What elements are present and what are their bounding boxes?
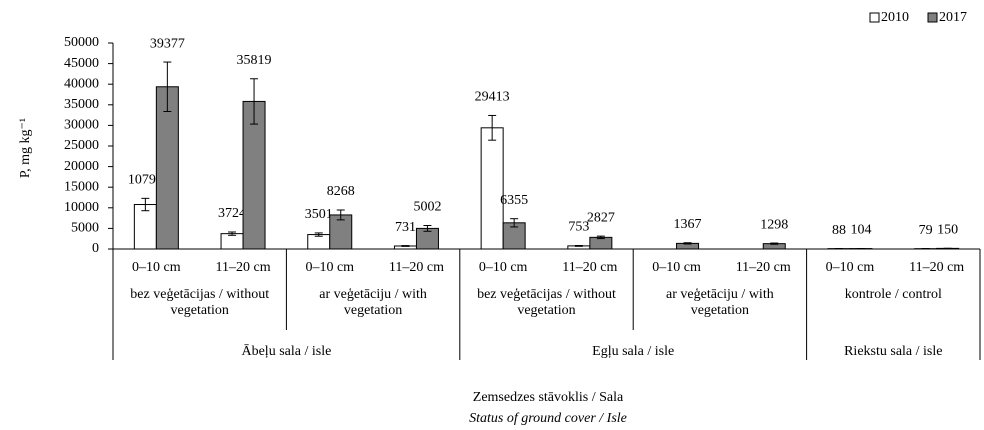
isle-label: Riekstu sala / isle: [844, 344, 942, 359]
x-tick-label: 11–20 cm: [562, 260, 617, 275]
y-tick-label: 25000: [64, 138, 99, 153]
x-axis-label: Zemsedzes stāvoklis / Sala: [473, 390, 624, 405]
data-label: 3724: [218, 206, 246, 221]
x-axis-label: Status of ground cover / Isle: [469, 411, 627, 426]
data-label: 5002: [413, 200, 441, 215]
y-tick-label: 20000: [64, 159, 99, 174]
y-tick-label: 45000: [64, 56, 99, 71]
y-tick-label: 40000: [64, 76, 99, 91]
data-label: 8268: [327, 184, 355, 199]
group-label: bez veģetācijas / without vegetation: [477, 287, 616, 318]
group-label: bez veģetācijas / without vegetation: [130, 287, 270, 318]
x-tick-label: 0–10 cm: [305, 260, 354, 275]
legend-label: 2017: [939, 10, 967, 25]
group-label: ar veģetāciju / with vegetation: [319, 287, 427, 318]
legend-swatch: [869, 12, 880, 23]
data-label: 3501: [305, 207, 333, 222]
bar: [307, 234, 331, 250]
y-tick-label: 35000: [64, 97, 99, 112]
bar: [589, 236, 613, 250]
data-label: 79: [919, 223, 933, 238]
x-tick-label: 11–20 cm: [736, 260, 791, 275]
x-tick-label: 0–10 cm: [479, 260, 528, 275]
x-tick-label: 11–20 cm: [216, 260, 271, 275]
data-label: 104: [850, 223, 871, 238]
data-label: 731: [395, 220, 416, 235]
data-label: 10795: [128, 173, 163, 188]
data-label: 88: [832, 223, 846, 238]
x-tick-label: 0–10 cm: [652, 260, 701, 275]
data-label: 753: [568, 220, 589, 235]
bar: [220, 233, 244, 250]
data-label: 35819: [237, 53, 272, 68]
y-tick-label: 0: [92, 241, 99, 256]
bar: [480, 127, 504, 250]
isle-label: Egļu sala / isle: [592, 344, 674, 359]
data-label: 39377: [150, 36, 185, 51]
x-tick-label: 11–20 cm: [909, 260, 964, 275]
legend-label: 2010: [881, 10, 909, 25]
y-tick-label: 15000: [64, 179, 99, 194]
isle-label: Ābeļu sala / isle: [241, 343, 331, 359]
x-tick-label: 11–20 cm: [389, 260, 444, 275]
y-axis-label: P, mg kg⁻¹: [18, 118, 33, 178]
group-label: kontrole / control: [844, 287, 942, 302]
y-tick-label: 10000: [64, 200, 99, 215]
data-label: 29413: [475, 90, 510, 105]
data-label: 1367: [674, 217, 702, 232]
x-tick-label: 0–10 cm: [132, 260, 181, 275]
data-label: 150: [937, 223, 958, 238]
group-label: ar veģetāciju / with vegetation: [666, 287, 774, 318]
y-tick-label: 30000: [64, 118, 99, 133]
data-label: 1298: [760, 217, 788, 232]
data-label: 6355: [500, 193, 528, 208]
y-tick-label: 50000: [64, 35, 99, 50]
y-tick-label: 5000: [71, 221, 99, 236]
legend-swatch: [927, 12, 938, 23]
data-label: 2827: [587, 210, 615, 225]
x-tick-label: 0–10 cm: [826, 260, 875, 275]
